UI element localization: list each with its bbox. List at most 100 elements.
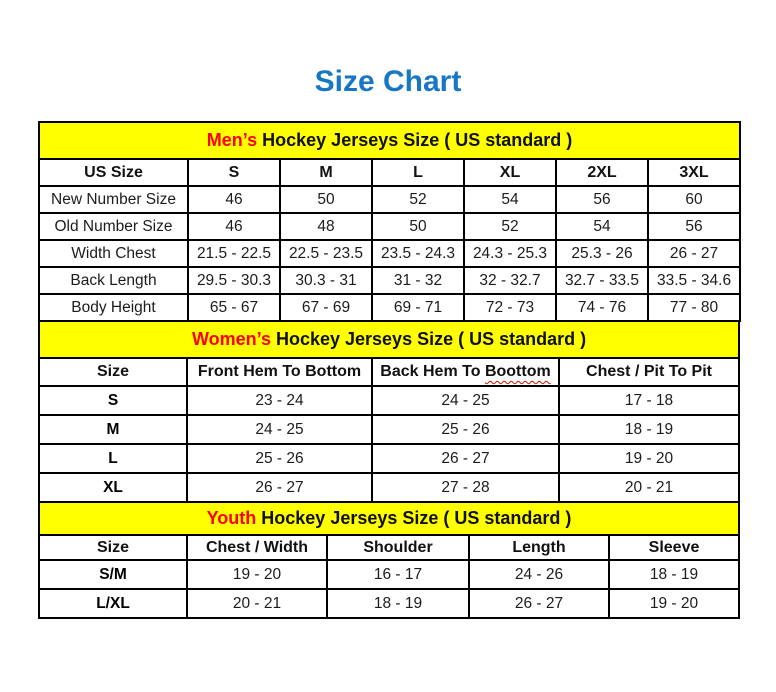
womens-header-row: Size Front Hem To Bottom Back Hem To Boo… — [38, 357, 741, 387]
mens-section-title: Men’s Hockey Jerseys Size ( US standard … — [37, 121, 742, 160]
table-cell: 25.3 - 26 — [555, 239, 649, 268]
table-row: S 23 - 24 24 - 25 17 - 18 — [38, 385, 741, 416]
column-header: Shoulder — [326, 534, 470, 561]
table-cell: 77 - 80 — [646, 293, 742, 322]
row-label: Old Number Size — [38, 212, 189, 241]
column-header: 2XL — [555, 158, 649, 187]
table-cell: 32.7 - 33.5 — [555, 266, 649, 295]
table-cell: 46 — [187, 212, 281, 241]
row-label: L/XL — [38, 588, 188, 619]
row-label: L — [38, 443, 188, 474]
table-cell: 25 - 26 — [186, 443, 373, 474]
table-cell: 18 - 19 — [557, 414, 741, 445]
size-tables: Men’s Hockey Jerseys Size ( US standard … — [37, 121, 742, 619]
youth-size-table: Youth Hockey Jerseys Size ( US standard … — [37, 501, 741, 619]
row-label: Back Length — [38, 266, 189, 295]
table-cell: 25 - 26 — [371, 414, 560, 445]
table-cell: 54 — [555, 212, 649, 241]
table-row: L 25 - 26 26 - 27 19 - 20 — [38, 443, 741, 474]
table-cell: 31 - 32 — [371, 266, 465, 295]
column-header: 3XL — [646, 158, 742, 187]
row-label: S — [38, 385, 188, 416]
column-header: Size — [38, 534, 188, 561]
page-title: Size Chart — [314, 65, 462, 98]
youth-section-title: Youth Hockey Jerseys Size ( US standard … — [37, 501, 741, 536]
row-label: S/M — [38, 559, 188, 590]
table-cell: 67 - 69 — [279, 293, 373, 322]
table-row: Body Height 65 - 67 67 - 69 69 - 71 72 -… — [38, 293, 742, 322]
table-row: Old Number Size 46 48 50 52 54 56 — [38, 212, 742, 241]
column-header-text: Back Hem To — [380, 363, 481, 380]
column-header: US Size — [38, 158, 189, 187]
row-label: XL — [38, 472, 188, 503]
table-cell: 18 - 19 — [326, 588, 470, 619]
table-cell: 19 - 20 — [607, 588, 741, 619]
column-header: S — [187, 158, 281, 187]
row-label: New Number Size — [38, 185, 189, 214]
table-cell: 32 - 32.7 — [463, 266, 557, 295]
table-row: L/XL 20 - 21 18 - 19 26 - 27 19 - 20 — [38, 588, 741, 619]
table-cell: 26 - 27 — [371, 443, 560, 474]
table-cell: 54 — [463, 185, 557, 214]
womens-section-title: Women’s Hockey Jerseys Size ( US standar… — [37, 320, 741, 359]
row-label: M — [38, 414, 188, 445]
column-header: Chest / Pit To Pit — [557, 357, 741, 387]
table-cell: 26 - 27 — [468, 588, 610, 619]
table-cell: 24.3 - 25.3 — [463, 239, 557, 268]
table-cell: 23 - 24 — [186, 385, 373, 416]
mens-section-title-row: Men’s Hockey Jerseys Size ( US standard … — [37, 121, 742, 160]
column-header: L — [371, 158, 465, 187]
table-row: M 24 - 25 25 - 26 18 - 19 — [38, 414, 741, 445]
table-cell: 52 — [371, 185, 465, 214]
table-cell: 60 — [646, 185, 742, 214]
womens-size-table: Women’s Hockey Jerseys Size ( US standar… — [37, 320, 741, 503]
youth-section-title-row: Youth Hockey Jerseys Size ( US standard … — [37, 501, 741, 536]
mens-size-table: Men’s Hockey Jerseys Size ( US standard … — [37, 121, 742, 322]
table-cell: 29.5 - 30.3 — [187, 266, 281, 295]
table-cell: 27 - 28 — [371, 472, 560, 503]
youth-header-row: Size Chest / Width Shoulder Length Sleev… — [38, 534, 741, 561]
row-label: Width Chest — [38, 239, 189, 268]
womens-section-title-row: Women’s Hockey Jerseys Size ( US standar… — [37, 320, 741, 359]
column-header: Front Hem To Bottom — [186, 357, 373, 387]
table-cell: 26 - 27 — [186, 472, 373, 503]
table-cell: 50 — [371, 212, 465, 241]
table-cell: 74 - 76 — [555, 293, 649, 322]
spellcheck-underlined-word: Boottom — [484, 363, 551, 380]
table-cell: 52 — [463, 212, 557, 241]
table-cell: 72 - 73 — [463, 293, 557, 322]
column-header: M — [279, 158, 373, 187]
table-row: XL 26 - 27 27 - 28 20 - 21 — [38, 472, 741, 503]
table-cell: 19 - 20 — [557, 443, 741, 474]
table-cell: 69 - 71 — [371, 293, 465, 322]
table-cell: 56 — [555, 185, 649, 214]
table-row: Width Chest 21.5 - 22.5 22.5 - 23.5 23.5… — [38, 239, 742, 268]
table-cell: 16 - 17 — [326, 559, 470, 590]
column-header: Length — [468, 534, 610, 561]
youth-section-title-rest: Hockey Jerseys Size ( US standard ) — [261, 508, 572, 528]
table-row: New Number Size 46 50 52 54 56 60 — [38, 185, 742, 214]
table-cell: 20 - 21 — [557, 472, 741, 503]
column-header: Size — [38, 357, 188, 387]
table-cell: 65 - 67 — [187, 293, 281, 322]
table-cell: 24 - 26 — [468, 559, 610, 590]
table-row: Back Length 29.5 - 30.3 30.3 - 31 31 - 3… — [38, 266, 742, 295]
column-header-misspelled: Back Hem To Boottom — [371, 357, 560, 387]
womens-section-title-highlight: Women’s — [191, 329, 271, 349]
table-cell: 30.3 - 31 — [279, 266, 373, 295]
column-header: Chest / Width — [186, 534, 328, 561]
table-cell: 23.5 - 24.3 — [371, 239, 465, 268]
table-cell: 17 - 18 — [557, 385, 741, 416]
mens-header-row: US Size S M L XL 2XL 3XL — [38, 158, 742, 187]
youth-section-title-highlight: Youth — [206, 508, 257, 528]
table-cell: 26 - 27 — [646, 239, 742, 268]
table-cell: 24 - 25 — [371, 385, 560, 416]
table-cell: 18 - 19 — [607, 559, 741, 590]
table-cell: 22.5 - 23.5 — [279, 239, 373, 268]
column-header: XL — [463, 158, 557, 187]
table-cell: 21.5 - 22.5 — [187, 239, 281, 268]
mens-section-title-rest: Hockey Jerseys Size ( US standard ) — [262, 130, 573, 150]
table-cell: 48 — [279, 212, 373, 241]
table-cell: 56 — [646, 212, 742, 241]
